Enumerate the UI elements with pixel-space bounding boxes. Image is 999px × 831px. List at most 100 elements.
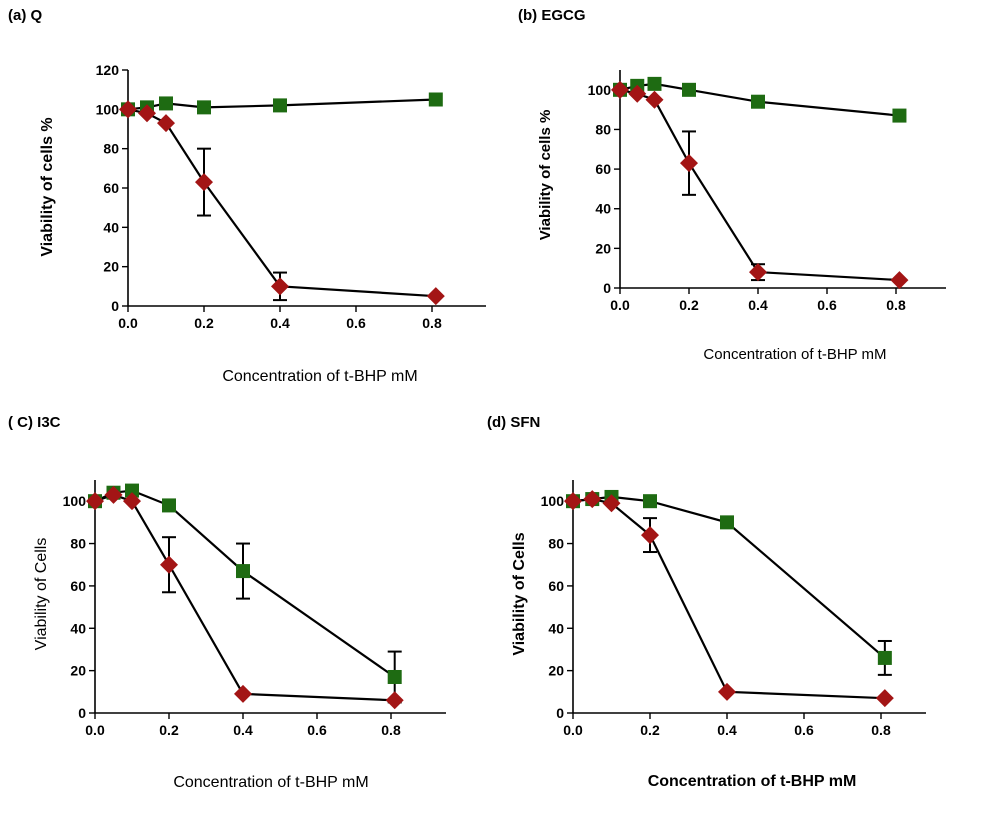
panel-c-series-2-line xyxy=(94,493,395,702)
panel-c-y-tick-label: 80 xyxy=(70,536,86,552)
panel-c-series-1-point xyxy=(162,498,176,513)
panel-a-x-tick-label: 0.8 xyxy=(422,315,442,331)
panel-c-series-1-point xyxy=(125,483,139,498)
panel-d-xlabel: Concentration of t-BHP mM xyxy=(648,773,857,790)
panel-a-xlabel: Concentration of t-BHP mM xyxy=(222,368,417,385)
panel-b-series-1-point xyxy=(751,94,765,109)
panel-b-series-1-point xyxy=(892,108,907,123)
panel-b-series-1-point xyxy=(647,76,662,91)
panel-b-y-tick-label: 80 xyxy=(595,121,611,137)
panel-d-series-2-point xyxy=(583,490,602,509)
panel-b-series-2-point xyxy=(749,263,767,282)
panel-c: ( C) I3C Viability of Cells Concentratio… xyxy=(8,414,446,791)
panel-d-series-2-point xyxy=(602,494,621,513)
panel-c-x-tick-label: 0.4 xyxy=(233,722,253,738)
panel-c-title: ( C) I3C xyxy=(8,414,61,431)
panel-c-series-2-point xyxy=(385,691,404,710)
panel-b-series-1-point xyxy=(682,82,696,97)
panel-d-ylabel: Viability of Cells xyxy=(511,532,528,655)
panel-b-x-tick-label: 0.2 xyxy=(679,297,699,313)
panel-c-ylabel: Viability of Cells xyxy=(33,538,50,651)
panel-c-series-2-point xyxy=(234,684,252,703)
panel-a-series-1-point xyxy=(428,92,443,107)
panel-d-y-tick-label: 0 xyxy=(556,705,564,721)
panel-a-y-tick-label: 100 xyxy=(96,101,120,117)
panel-d-y-tick-label: 60 xyxy=(548,578,564,594)
panel-a-ylabel: Viability of cells % xyxy=(39,117,56,256)
panel-b-y-tick-label: 60 xyxy=(595,161,611,177)
panel-c-x-tick-label: 0.2 xyxy=(159,722,179,738)
panel-c-series-1-line xyxy=(94,489,396,678)
panel-d-series-2-point xyxy=(564,492,582,511)
panel-d-series-2-point xyxy=(718,682,736,701)
panel-d-x-tick-label: 0.4 xyxy=(717,722,737,738)
panel-a-x-tick-label: 0.0 xyxy=(118,315,138,331)
panel-c-series-2-point xyxy=(86,492,104,511)
panel-b-series-2-point xyxy=(645,90,664,109)
panel-d-series-1-point xyxy=(877,650,892,665)
panel-a-series-1-point xyxy=(197,100,211,115)
panel-d-y-tick-label: 100 xyxy=(541,493,565,509)
panel-a-y-tick-label: 80 xyxy=(103,141,119,157)
panel-a-plot: 0 20 40 60 80 100 120 0.0 0.2 0.4 0.6 0.8 xyxy=(96,62,486,331)
panel-a-series-2-point xyxy=(426,287,445,306)
panel-b-series-2-point xyxy=(680,154,698,173)
panel-a-series-2-line xyxy=(127,108,436,298)
panel-b-series-2-line xyxy=(619,88,900,282)
panel-a-series-2-point xyxy=(157,114,175,133)
panel-b-series-2-point xyxy=(628,84,647,103)
panel-b-x-tick-label: 0.8 xyxy=(886,297,906,313)
panel-a-series-2-point xyxy=(119,100,137,119)
panel-a-series-2-point xyxy=(271,277,289,296)
panel-c-x-tick-label: 0.0 xyxy=(85,722,105,738)
panel-d-y-tick-label: 80 xyxy=(548,536,564,552)
panel-d-series-1-point xyxy=(643,494,657,509)
panel-c-series-1-point xyxy=(236,564,250,579)
panel-a-y-tick-label: 20 xyxy=(103,259,119,275)
panel-a-y-tick-label: 40 xyxy=(103,219,119,235)
panel-b-title: (b) EGCG xyxy=(518,7,586,24)
panel-d-title: (d) SFN xyxy=(487,414,540,431)
panel-d: (d) SFN Viability of Cells Concentration… xyxy=(487,414,926,790)
panel-a-series-2-point xyxy=(195,173,213,192)
panel-c-series-2-point xyxy=(160,555,178,574)
panel-c-y-tick-label: 20 xyxy=(70,663,86,679)
panel-c-y-tick-label: 60 xyxy=(70,578,86,594)
panel-b-y-tick-label: 100 xyxy=(588,82,612,98)
panel-d-x-tick-label: 0.6 xyxy=(794,722,814,738)
panel-b-xlabel: Concentration of t-BHP mM xyxy=(703,346,886,363)
panel-b-ylabel: Viability of cells % xyxy=(537,110,554,241)
panel-b-x-tick-label: 0.4 xyxy=(748,297,768,313)
panel-a-series-1-point xyxy=(273,98,287,113)
panel-c-series-1-point xyxy=(387,669,402,684)
panel-d-y-tick-label: 20 xyxy=(548,663,564,679)
panel-a-x-tick-label: 0.4 xyxy=(270,315,290,331)
panel-d-x-tick-label: 0.0 xyxy=(563,722,583,738)
panel-c-xlabel: Concentration of t-BHP mM xyxy=(173,774,368,791)
panel-c-series-2-point xyxy=(104,485,123,504)
panel-d-y-tick-label: 40 xyxy=(548,620,564,636)
panel-d-x-tick-label: 0.2 xyxy=(640,722,660,738)
panel-c-y-tick-label: 100 xyxy=(63,493,87,509)
panel-c-plot: 0 20 40 60 80 100 0.0 0.2 0.4 0.6 0.8 xyxy=(63,480,446,738)
panel-b-y-tick-label: 20 xyxy=(595,240,611,256)
panel-d-plot: 0 20 40 60 80 100 0.0 0.2 0.4 0.6 0.8 xyxy=(541,480,926,738)
panel-d-series-2-point xyxy=(641,526,659,545)
panel-a-y-tick-label: 120 xyxy=(96,62,120,78)
panel-b-series-2-point xyxy=(611,80,629,99)
panel-c-x-tick-label: 0.6 xyxy=(307,722,327,738)
panel-a-title: (a) Q xyxy=(8,7,43,24)
panel-c-series-2-point xyxy=(123,492,141,511)
panel-a: (a) Q Viability of cells % Concentration… xyxy=(8,7,486,385)
panel-d-series-2-point xyxy=(875,689,894,708)
panel-d-series-1-point xyxy=(720,515,734,530)
panel-c-x-tick-label: 0.8 xyxy=(381,722,401,738)
panel-b-y-tick-label: 0 xyxy=(603,280,611,296)
panel-a-series-2-point xyxy=(138,104,156,123)
panel-a-y-tick-label: 0 xyxy=(111,298,119,314)
panel-b-y-tick-label: 40 xyxy=(595,201,611,217)
panel-a-series-1-point xyxy=(159,96,173,111)
panel-a-x-tick-label: 0.2 xyxy=(194,315,214,331)
panel-b-x-tick-label: 0.6 xyxy=(817,297,837,313)
